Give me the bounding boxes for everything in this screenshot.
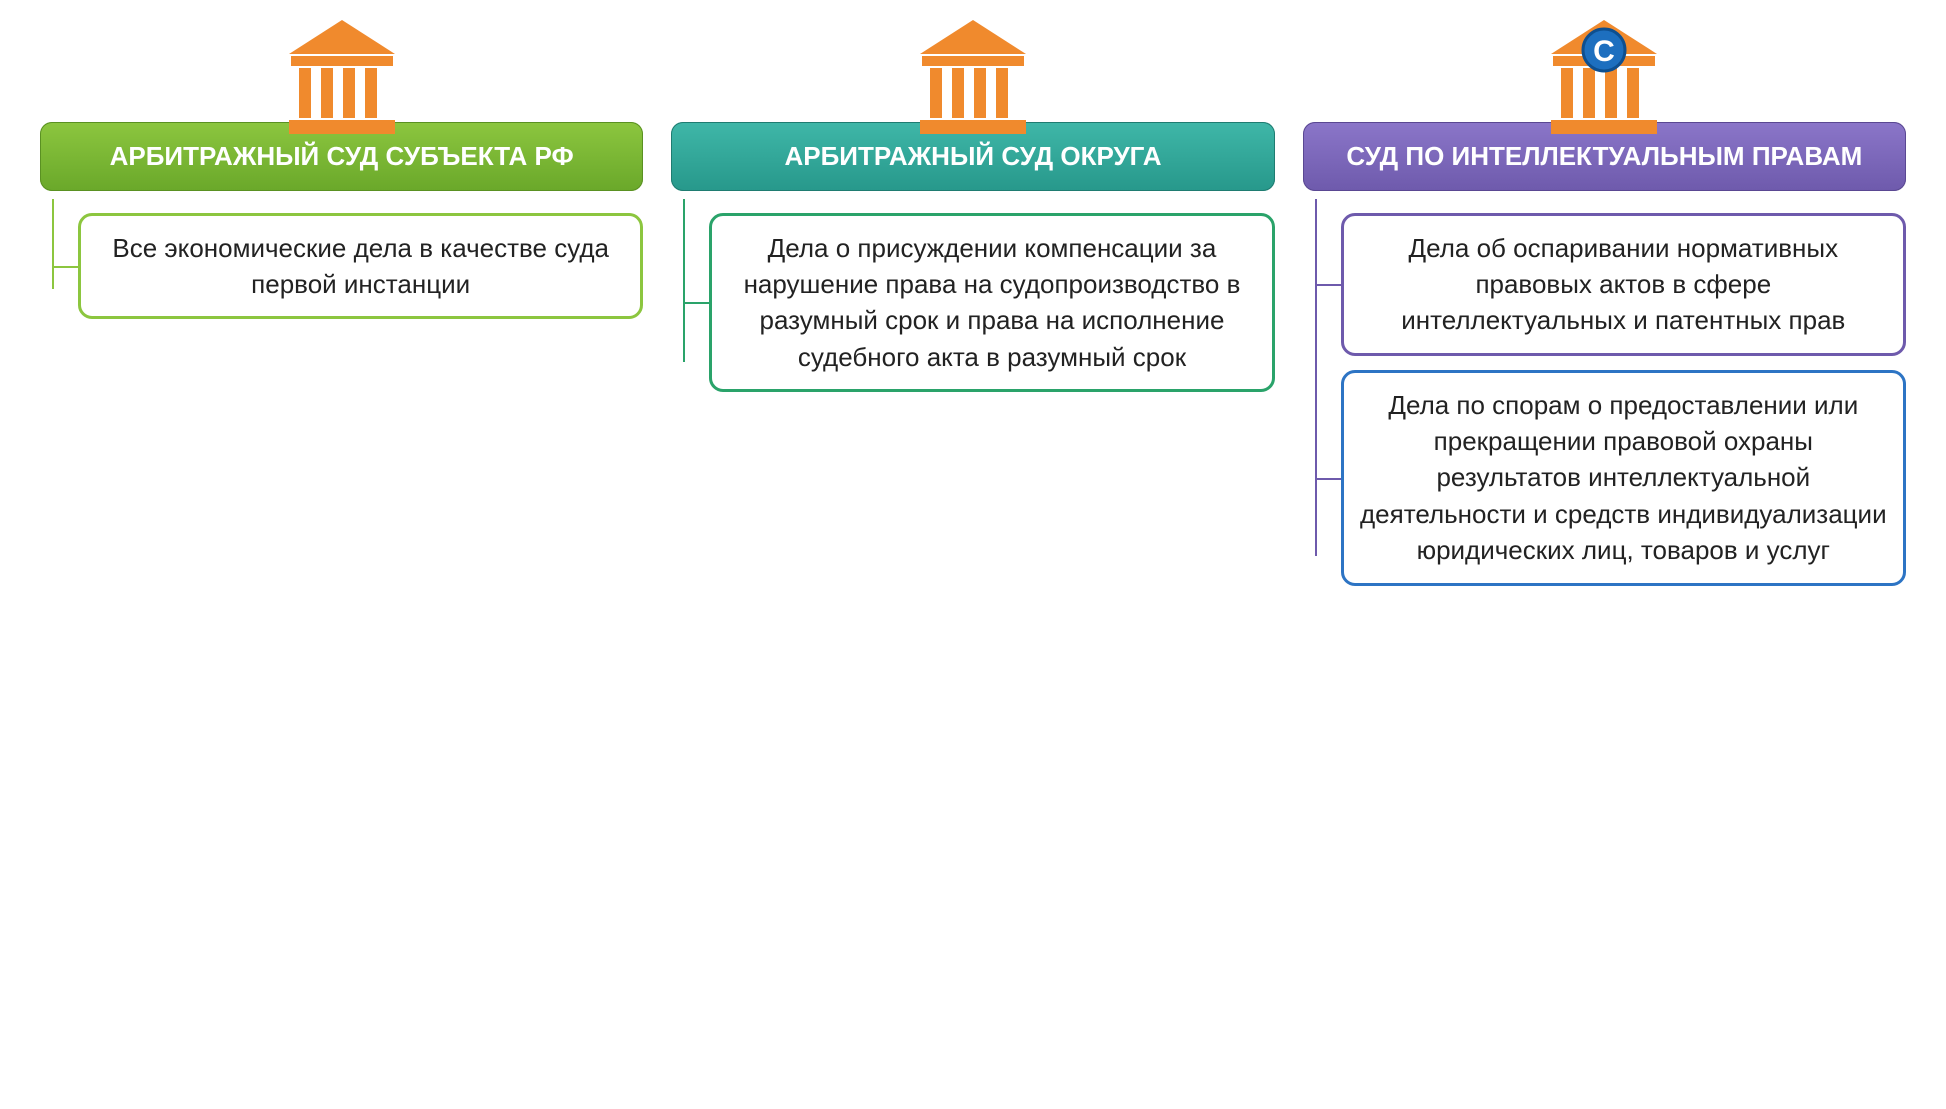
children-ip: Дела об оспаривании нормативных правовых…: [1303, 199, 1906, 586]
card-district-0: Дела о присуждении компенсации за наруше…: [709, 213, 1274, 393]
child-item: Все экономические дела в качестве суда п…: [78, 213, 643, 320]
children-subject: Все экономические дела в качестве суда п…: [40, 199, 643, 320]
card-ip-0: Дела об оспаривании нормативных правовых…: [1341, 213, 1906, 356]
court-icon: [40, 20, 643, 140]
child-item: Дела об оспаривании нормативных правовых…: [1341, 213, 1906, 356]
header-label: СУД ПО ИНТЕЛЛЕКТУАЛЬНЫМ ПРАВАМ: [1346, 141, 1862, 171]
card-subject-0: Все экономические дела в качестве суда п…: [78, 213, 643, 320]
court-copyright-icon: C: [1303, 20, 1906, 140]
card-text: Дела об оспаривании нормативных правовых…: [1401, 233, 1845, 336]
child-item: Дела по спорам о предоставлении или прек…: [1341, 370, 1906, 586]
column-ip: C СУД ПО ИНТЕЛЛЕКТУАЛЬНЫМ ПРАВАМ Дела об…: [1303, 20, 1906, 586]
column-district: АРБИТРАЖНЫЙ СУД ОКРУГА Дела о присуждени…: [671, 20, 1274, 392]
card-text: Все экономические дела в качестве суда п…: [112, 233, 609, 299]
column-subject: АРБИТРАЖНЫЙ СУД СУБЪЕКТА РФ Все экономич…: [40, 20, 643, 319]
card-ip-1: Дела по спорам о предоставлении или прек…: [1341, 370, 1906, 586]
child-item: Дела о присуждении компенсации за наруше…: [709, 213, 1274, 393]
card-text: Дела о присуждении компенсации за наруше…: [744, 233, 1241, 372]
children-district: Дела о присуждении компенсации за наруше…: [671, 199, 1274, 393]
columns-container: АРБИТРАЖНЫЙ СУД СУБЪЕКТА РФ Все экономич…: [40, 20, 1906, 586]
header-label: АРБИТРАЖНЫЙ СУД СУБЪЕКТА РФ: [110, 141, 574, 171]
card-text: Дела по спорам о предоставлении или прек…: [1360, 390, 1887, 566]
header-label: АРБИТРАЖНЫЙ СУД ОКРУГА: [784, 141, 1161, 171]
svg-text:C: C: [1593, 35, 1615, 68]
court-icon: [671, 20, 1274, 140]
